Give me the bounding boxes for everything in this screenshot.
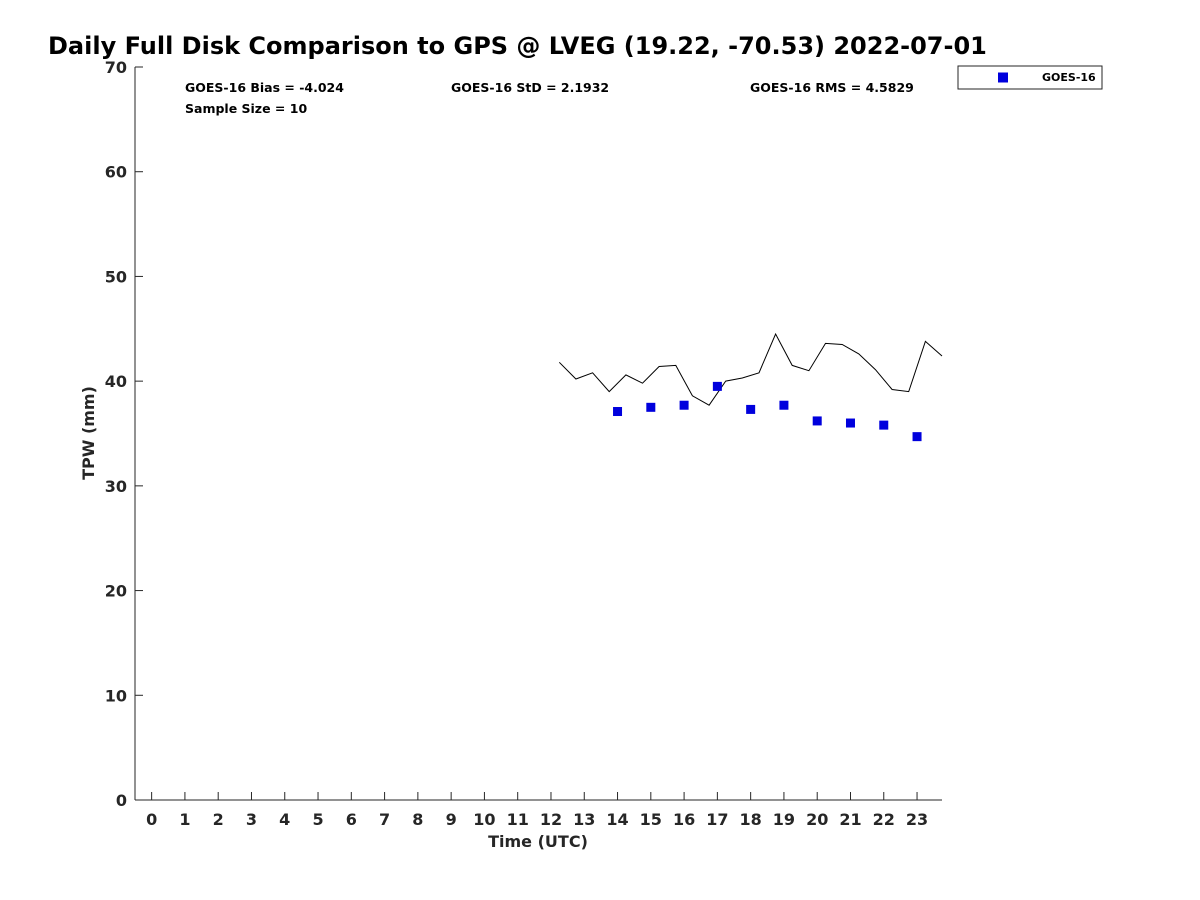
x-tick-label: 0 (146, 810, 157, 829)
x-tick-label: 11 (507, 810, 529, 829)
x-tick-label: 13 (573, 810, 595, 829)
y-axis-label: TPW (mm) (79, 386, 98, 480)
x-tick-label: 1 (179, 810, 190, 829)
y-ticks: 0 10 20 30 40 50 60 70 (105, 58, 143, 810)
y-tick-label: 30 (105, 477, 127, 496)
x-tick-label: 21 (839, 810, 861, 829)
gps-tpw-line (558, 332, 943, 406)
goes16-point (679, 400, 689, 410)
legend: GOES-16 (957, 65, 1103, 90)
legend-label-goes16: GOES-16 (1042, 71, 1096, 84)
goes16-point (912, 432, 922, 442)
x-tick-label: 23 (906, 810, 928, 829)
x-tick-label: 10 (473, 810, 495, 829)
stat-std: GOES-16 StD = 2.1932 (451, 80, 609, 95)
chart-title: Daily Full Disk Comparison to GPS @ LVEG… (48, 32, 987, 60)
y-tick-label: 50 (105, 267, 127, 286)
goes16-point (845, 418, 855, 428)
x-tick-label: 6 (346, 810, 357, 829)
x-tick-label: 19 (773, 810, 795, 829)
legend-box (957, 65, 1103, 90)
x-tick-label: 5 (312, 810, 323, 829)
goes16-point (779, 400, 789, 410)
goes16-point (879, 420, 889, 430)
x-tick-label: 2 (213, 810, 224, 829)
y-tick-label: 40 (105, 372, 127, 391)
x-tick-label: 9 (446, 810, 457, 829)
goes16-point (712, 381, 722, 391)
x-tick-label: 14 (606, 810, 628, 829)
stat-rms: GOES-16 RMS = 4.5829 (750, 80, 914, 95)
x-tick-label: 4 (279, 810, 290, 829)
x-tick-label: 22 (873, 810, 895, 829)
x-tick-label: 16 (673, 810, 695, 829)
goes16-point (812, 416, 822, 426)
goes16-point (613, 407, 623, 417)
goes16-point (646, 402, 656, 412)
stat-bias: GOES-16 Bias = -4.024 (185, 80, 344, 95)
axes (134, 67, 942, 801)
x-tick-label: 17 (706, 810, 728, 829)
plot-series (558, 332, 943, 442)
y-tick-label: 10 (105, 686, 127, 705)
x-tick-label: 8 (412, 810, 423, 829)
x-tick-label: 18 (740, 810, 762, 829)
y-tick-label: 70 (105, 58, 127, 77)
x-tick-label: 15 (640, 810, 662, 829)
y-tick-label: 0 (116, 791, 127, 810)
x-axis-label: Time (UTC) (488, 832, 588, 851)
x-tick-label: 20 (806, 810, 828, 829)
x-tick-label: 7 (379, 810, 390, 829)
x-tick-label: 3 (246, 810, 257, 829)
stat-sample-size: Sample Size = 10 (185, 101, 307, 116)
x-ticks: 0 1 2 3 4 5 6 7 8 9 10 11 12 13 14 15 16 17 18 19 20 21 22 23 (146, 792, 928, 829)
y-tick-label: 20 (105, 582, 127, 601)
y-tick-label: 60 (105, 163, 127, 182)
x-tick-label: 12 (540, 810, 562, 829)
goes16-point (746, 404, 756, 414)
legend-marker-goes16 (998, 72, 1008, 83)
